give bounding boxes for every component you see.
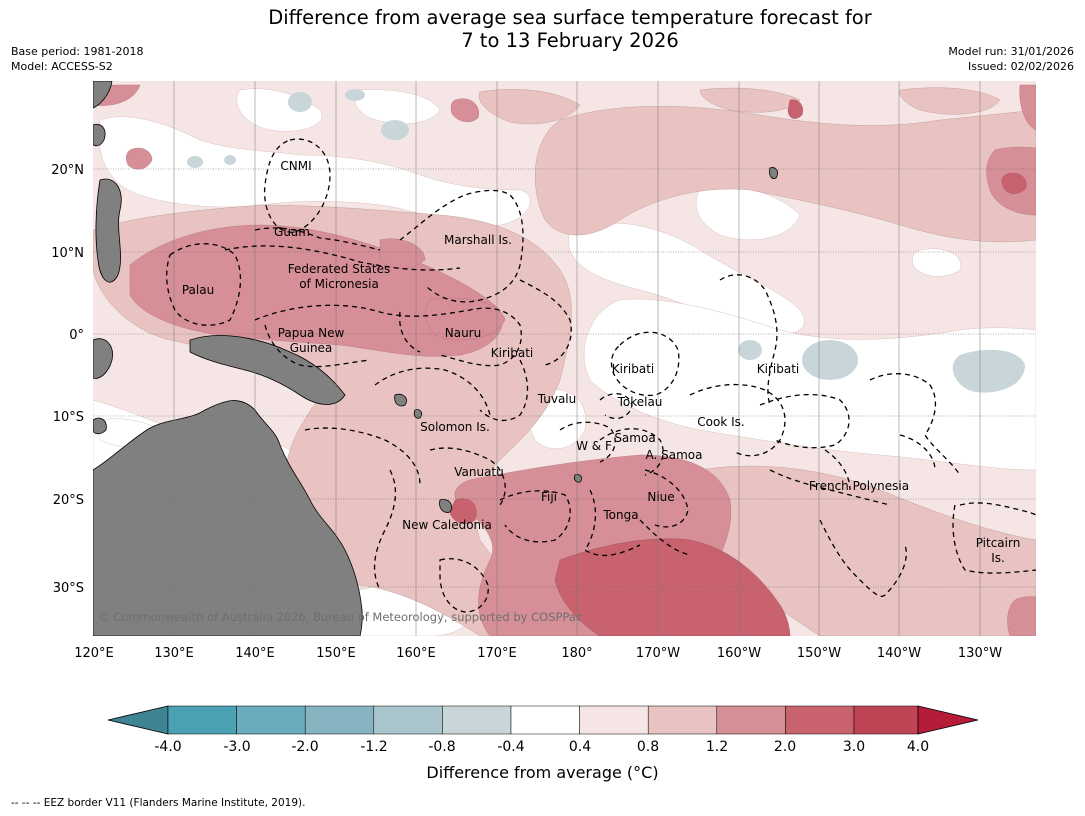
label-niue: Niue [647, 490, 674, 504]
label-pitcairn-line-1: Pitcairn [976, 536, 1021, 550]
eez-legend-note: -- -- -- EEZ border V11 (Flanders Marine… [11, 797, 306, 809]
label-wallis-futuna: W & F [576, 439, 612, 453]
chart-title: Difference from average sea surface temp… [0, 6, 1085, 52]
colorbar-segment [853, 705, 919, 735]
colorbar-tick-label: 3.0 [843, 739, 865, 755]
lon-label: 150°W [797, 646, 841, 661]
region-labels: CNMI Guam Marshall Is. Federated States … [182, 159, 1020, 565]
colorbar [107, 705, 979, 735]
colorbar-tick-label: 2.0 [774, 739, 796, 755]
colorbar-tick-label: -2.0 [291, 739, 318, 755]
colorbar-extend-high [917, 705, 979, 735]
colorbar-tick-label: -1.2 [360, 739, 387, 755]
eez-borders [166, 138, 1036, 613]
lat-label: 20°N [51, 163, 84, 178]
sst-anomaly-field: CNMI Guam Marshall Is. Federated States … [93, 81, 1036, 636]
label-cook-is: Cook Is. [697, 415, 744, 429]
lon-label: 160°E [396, 646, 436, 661]
meta-right: Model run: 31/01/2026 Issued: 02/02/2026 [948, 44, 1074, 74]
lon-label: 180° [561, 646, 592, 661]
label-kiribati-central: Kiribati [612, 362, 654, 376]
lat-label: 10°N [51, 246, 84, 261]
colorbar-tick-label: 0.4 [569, 739, 591, 755]
lon-label: 170°E [477, 646, 517, 661]
colorbar-segment [304, 705, 375, 735]
label-fsm-line-2: of Micronesia [299, 277, 379, 291]
model-name: Model: ACCESS-S2 [11, 60, 113, 73]
colorbar-tick-label: -4.0 [154, 739, 181, 755]
land-masses [93, 81, 778, 636]
meta-left: Base period: 1981-2018 Model: ACCESS-S2 [11, 44, 143, 74]
colorbar-tick-label: 0.8 [637, 739, 659, 755]
colorbar-tick-label: -0.8 [428, 739, 455, 755]
colorbar-segment [373, 705, 443, 735]
label-png-line-1: Papua New [278, 326, 345, 340]
lat-label: 0° [69, 328, 84, 343]
colorbar-tick-label: 4.0 [907, 739, 929, 755]
label-tonga: Tonga [602, 508, 638, 522]
model-run: Model run: 31/01/2026 [948, 45, 1074, 58]
colorbar-segment [785, 705, 855, 735]
lat-label: 30°S [53, 581, 84, 596]
lon-label: 150°E [316, 646, 356, 661]
label-cnmi: CNMI [280, 159, 311, 173]
lat-label: 10°S [53, 410, 84, 425]
label-fsm-line-1: Federated States [288, 262, 390, 276]
colorbar-label: Difference from average (°C) [426, 763, 659, 782]
label-marshall-is: Marshall Is. [444, 233, 512, 247]
label-png-line-2: Guinea [290, 341, 333, 355]
latitude-labels: 20°N 10°N 0° 10°S 20°S 30°S [51, 163, 84, 596]
colorbar-segment [236, 705, 306, 735]
label-guam: Guam [274, 225, 310, 239]
colorbar-segment [510, 705, 580, 735]
lon-label: 120°E [74, 646, 114, 661]
issued-date: Issued: 02/02/2026 [967, 60, 1074, 73]
lon-label: 140°E [235, 646, 275, 661]
colorbar-tick-label: 1.2 [706, 739, 728, 755]
label-kiribati-west: Kiribati [491, 346, 533, 360]
lon-label: 130°W [958, 646, 1002, 661]
label-vanuatu: Vanuatu [454, 465, 504, 479]
label-tuvalu: Tuvalu [537, 392, 577, 406]
copyright-notice: © Commonwealth of Australia 2026, Bureau… [98, 610, 582, 624]
label-samoa: Samoa [614, 431, 655, 445]
label-american-samoa: A. Samoa [646, 448, 703, 462]
label-french-polynesia: French Polynesia [809, 479, 909, 493]
label-solomon-is: Solomon Is. [420, 420, 490, 434]
label-nauru: Nauru [445, 326, 481, 340]
colorbar-segment [716, 705, 786, 735]
label-new-caledonia: New Caledonia [402, 518, 492, 532]
lon-label: 140°W [877, 646, 921, 661]
colorbar-ticks: -4.0 -3.0 -2.0 -1.2 -0.8 -0.4 0.4 0.8 1.… [154, 739, 929, 755]
colorbar-segment [579, 705, 649, 735]
label-kiribati-east: Kiribati [757, 362, 799, 376]
title-line-1: Difference from average sea surface temp… [268, 6, 872, 29]
title-line-2: 7 to 13 February 2026 [461, 29, 679, 52]
colorbar-tick-label: -3.0 [223, 739, 250, 755]
colorbar-extend-low [107, 705, 169, 735]
base-period: Base period: 1981-2018 [11, 45, 144, 58]
label-fiji: Fiji [541, 490, 557, 504]
colorbar-tick-label: -0.4 [497, 739, 524, 755]
colorbar-segment [442, 705, 512, 735]
label-pitcairn-line-2: Is. [991, 551, 1005, 565]
longitude-labels: 120°E 130°E 140°E 150°E 160°E 170°E 180°… [74, 646, 1002, 661]
label-palau: Palau [182, 283, 214, 297]
lat-label: 20°S [53, 493, 84, 508]
lon-label: 170°W [636, 646, 680, 661]
graticule [93, 168, 1036, 588]
colorbar-segment [167, 705, 237, 735]
lon-label: 130°E [154, 646, 194, 661]
label-tokelau: Tokelau [617, 395, 663, 409]
lon-label: 160°W [717, 646, 761, 661]
colorbar-segment [647, 705, 718, 735]
